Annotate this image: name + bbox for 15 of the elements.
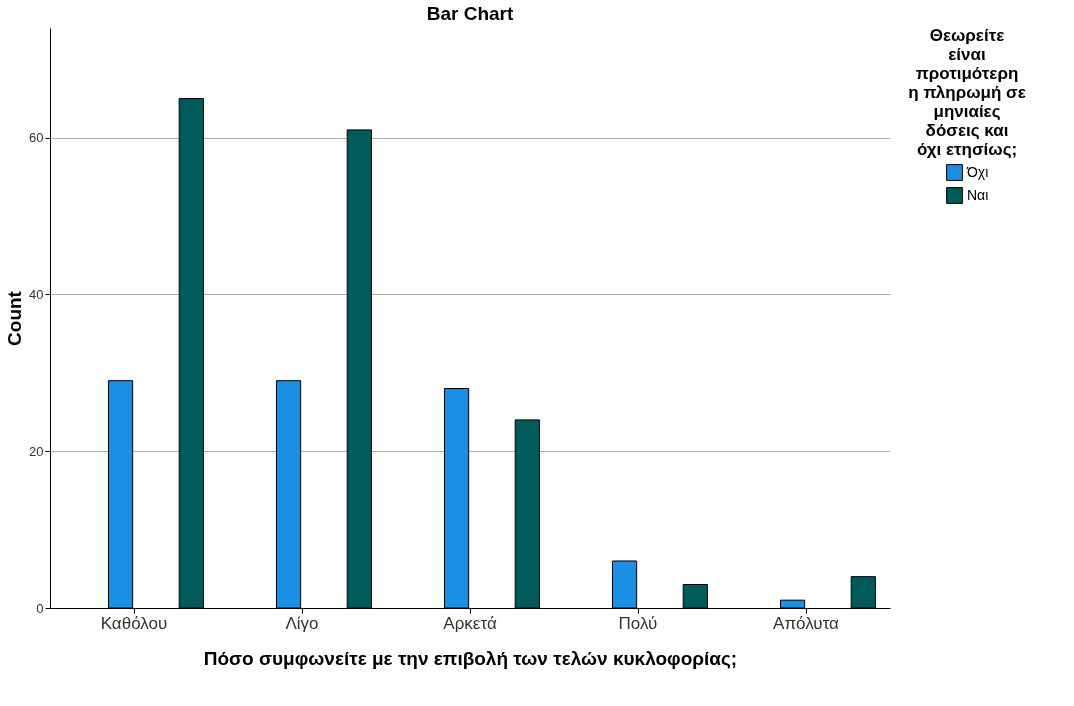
- y-tick-label: 60: [29, 130, 44, 146]
- y-tick-label: 20: [29, 443, 44, 459]
- legend-title: Θεωρείτε είναι προτιμότερη η πληρωμή σε μηνιαίες δόσεις και όχι ετησίως;: [908, 26, 1026, 159]
- x-tick-label: Λίγο: [285, 613, 319, 633]
- x-tick-label: Πολύ: [618, 613, 658, 633]
- x-tick-label: Αρκετά: [443, 613, 497, 633]
- x-tick-label: Καθόλου: [100, 613, 168, 633]
- y-tick-label: 40: [29, 286, 44, 302]
- y-axis-title: Count: [4, 290, 26, 346]
- x-axis-title: Πόσο συμφωνείτε με την επιβολή των τελών κυκλοφορίας;: [203, 647, 738, 669]
- chart-title: Bar Chart: [426, 3, 514, 24]
- y-tick-label: 0: [36, 600, 44, 616]
- x-tick-label: Απόλυτα: [773, 613, 840, 633]
- legend-label: Ναι: [967, 186, 989, 203]
- legend-label: Όχι: [966, 163, 989, 180]
